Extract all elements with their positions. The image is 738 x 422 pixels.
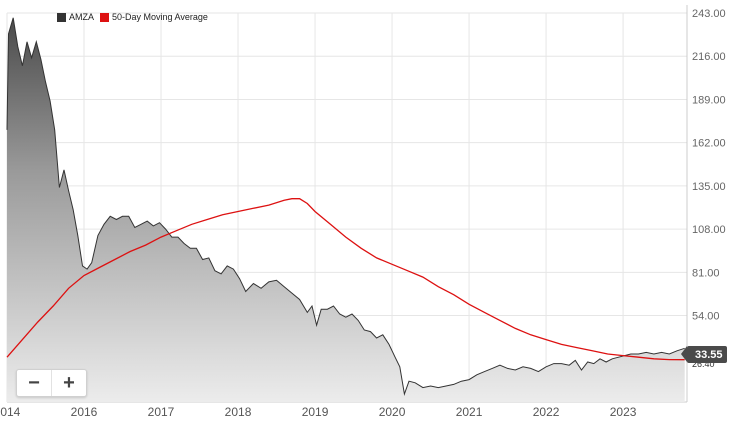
legend-item-moving-average[interactable]: 50-Day Moving Average <box>100 12 208 22</box>
legend-swatch-amza <box>57 12 66 22</box>
amza-line <box>6 17 685 396</box>
amza-area-fill <box>7 17 685 403</box>
x-tick-label: 2020 <box>379 405 406 419</box>
y-tick-label: 54.00 <box>692 311 720 323</box>
zoom-in-button[interactable]: + <box>51 370 86 396</box>
last-price-tag: 33.55 <box>681 346 727 363</box>
grid <box>6 5 688 403</box>
y-tick-label: 108.00 <box>692 224 726 236</box>
moving-average-price-label: 26.40 <box>692 359 715 369</box>
legend-label-moving-average: 50-Day Moving Average <box>112 12 208 22</box>
legend-item-amza[interactable]: AMZA <box>57 12 94 22</box>
legend: AMZA 50-Day Moving Average <box>57 12 208 22</box>
x-tick-label: 2016 <box>71 405 98 419</box>
y-tick-label: 162.00 <box>692 138 726 150</box>
y-axis-labels: 54.00 81.00 108.00 135.00 162.00 189.00 216.00… <box>692 8 726 323</box>
y-tick-label: 243.00 <box>692 8 726 20</box>
x-tick-label: 2023 <box>610 405 637 419</box>
x-axis-labels: 2014 2016 2017 2018 2019 2020 2021 2022 2023 <box>0 405 637 419</box>
moving-average-path <box>6 198 685 361</box>
moving-average-line <box>6 198 685 361</box>
amza-area <box>6 17 685 403</box>
zoom-out-button[interactable]: − <box>28 372 40 394</box>
x-tick-label: 2022 <box>533 405 560 419</box>
x-tick-label: 2021 <box>456 405 483 419</box>
zoom-control: − + <box>16 369 87 397</box>
y-tick-label: 189.00 <box>692 94 726 106</box>
y-tick-label: 81.00 <box>692 267 720 279</box>
y-tick-label: 135.00 <box>692 181 726 193</box>
y-tick-label: 216.00 <box>692 51 726 63</box>
legend-swatch-moving-average <box>100 12 110 22</box>
x-tick-label: 2018 <box>225 405 252 419</box>
x-tick-label: 2019 <box>302 405 329 419</box>
x-tick-label: 2014 <box>0 405 21 419</box>
legend-label-amza: AMZA <box>69 12 95 22</box>
x-tick-label: 2017 <box>148 405 175 419</box>
